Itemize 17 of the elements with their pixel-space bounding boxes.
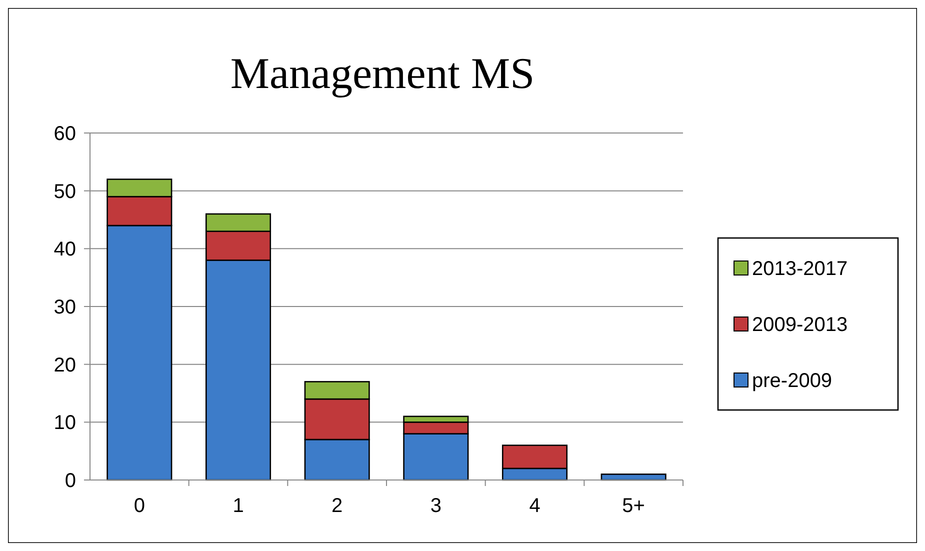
y-tick-label: 60 [54, 123, 76, 145]
y-tick-label: 50 [54, 180, 76, 203]
x-tick-label: 4 [529, 495, 540, 517]
x-tick-label: 5+ [622, 495, 645, 517]
legend-label: 2009-2013 [752, 314, 848, 336]
legend-label: 2013-2017 [752, 258, 848, 280]
x-tick-label: 1 [232, 495, 244, 517]
legend-label: pre-2009 [752, 370, 832, 392]
x-tick-label: 0 [134, 495, 145, 517]
x-tick-label: 3 [430, 495, 442, 517]
x-tick-label: 2 [332, 495, 343, 517]
y-tick-label: 30 [54, 296, 76, 318]
y-tick-label: 10 [54, 412, 76, 434]
chart-title: Management MS [230, 49, 535, 98]
y-tick-label: 40 [54, 238, 76, 261]
y-tick-label: 0 [64, 470, 76, 492]
y-tick-label: 20 [54, 354, 76, 376]
